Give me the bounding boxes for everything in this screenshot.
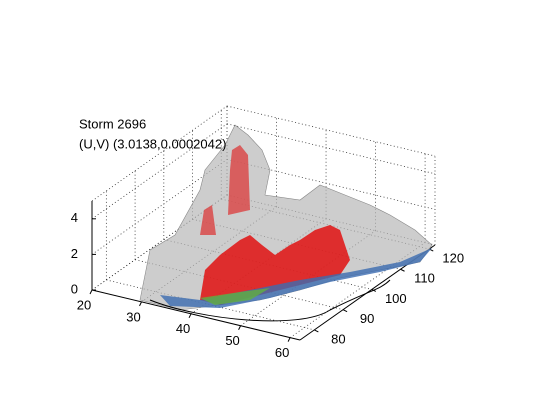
y-tick-label: 120 xyxy=(442,250,464,265)
red-surface xyxy=(200,205,216,235)
grid-line xyxy=(106,279,315,331)
tick-mark xyxy=(89,289,93,295)
x-tick-label: 50 xyxy=(225,333,239,348)
tick-mark xyxy=(238,325,242,330)
green-surface xyxy=(200,288,270,305)
blue-surface xyxy=(160,248,432,308)
tick-mark xyxy=(188,313,192,319)
tick-mark xyxy=(400,268,405,272)
tick-mark xyxy=(287,337,291,342)
contour-line xyxy=(149,279,391,322)
isosurface xyxy=(139,124,433,322)
x-tick-label: 60 xyxy=(275,345,289,360)
x-tick-label: 30 xyxy=(126,309,140,324)
red-surface xyxy=(200,225,350,305)
z-tick-label: 2 xyxy=(71,246,78,261)
y-tick-label: 90 xyxy=(360,311,374,326)
tick-mark xyxy=(139,301,142,307)
y-tick-label: 80 xyxy=(331,331,345,346)
z-tick-label: 0 xyxy=(71,281,78,296)
x-axis xyxy=(91,289,301,341)
tick-mark xyxy=(314,329,319,333)
chart-title: Storm 2696 xyxy=(79,116,146,131)
y-tick-label: 110 xyxy=(414,271,435,286)
x-tick-label: 20 xyxy=(77,297,91,312)
y-tick-label: 100 xyxy=(385,291,407,306)
tick-mark xyxy=(342,309,348,313)
z-tick-label: 4 xyxy=(71,210,78,225)
box-edge xyxy=(226,105,436,157)
grid-line xyxy=(226,123,436,175)
chart-subtitle: (U,V) (3.0138,0.0002042) xyxy=(79,136,226,151)
x-tick-label: 40 xyxy=(176,321,190,336)
red-surface xyxy=(228,145,250,215)
